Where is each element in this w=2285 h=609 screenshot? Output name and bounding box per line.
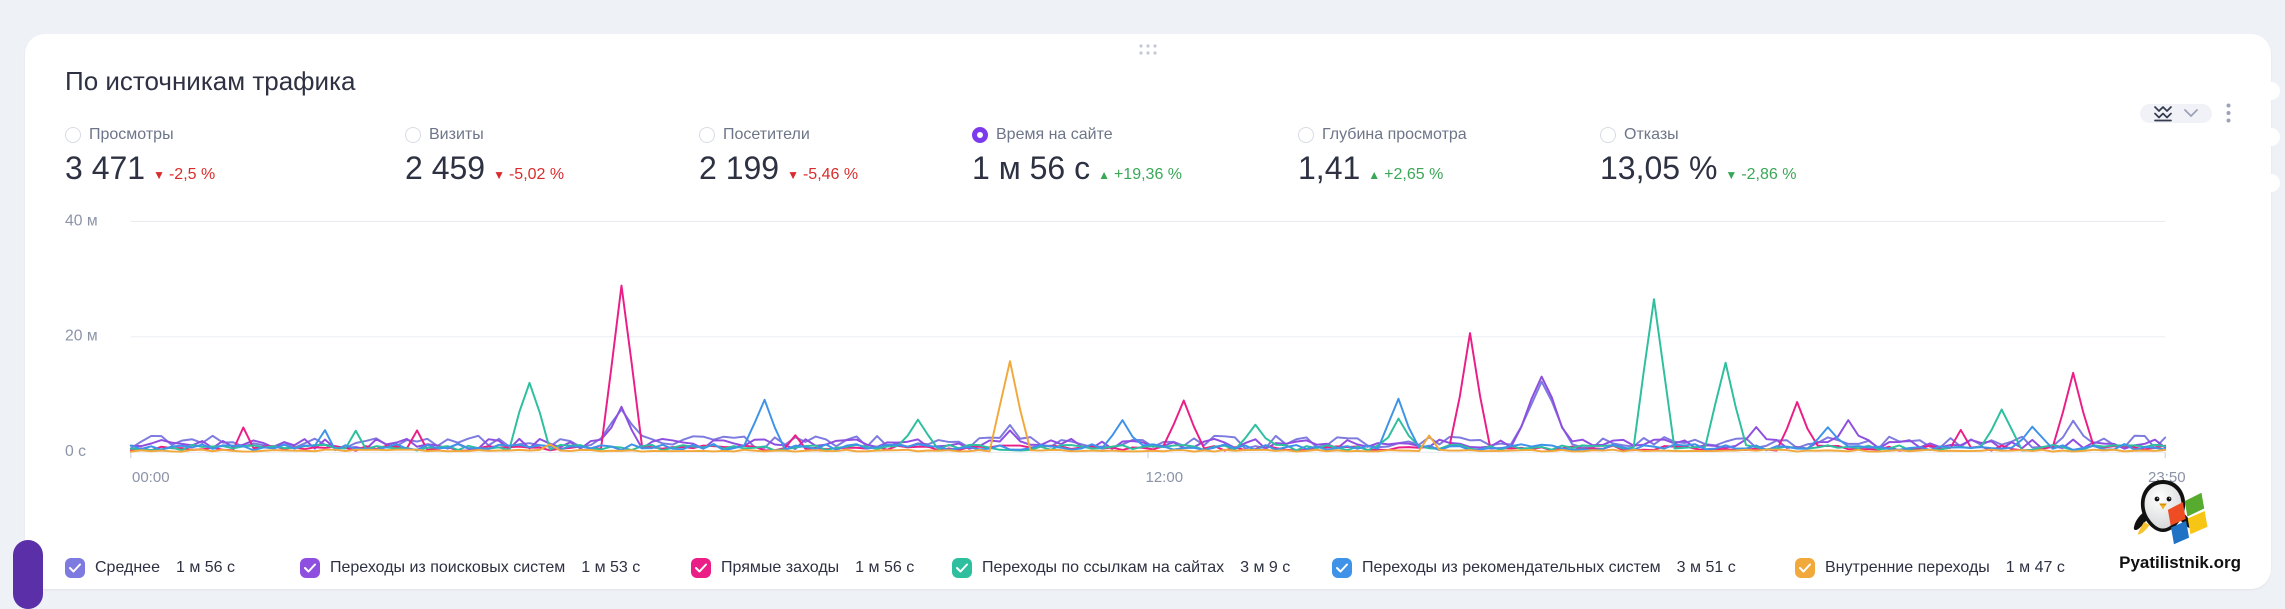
svg-text:0 с: 0 с (65, 443, 86, 460)
svg-text:20 м: 20 м (65, 328, 98, 345)
svg-text:40 м: 40 м (65, 212, 98, 229)
